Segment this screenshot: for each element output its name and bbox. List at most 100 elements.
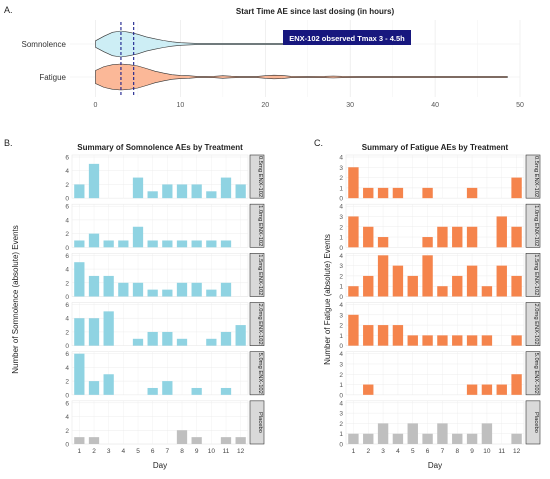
bar	[496, 265, 507, 297]
bar	[235, 184, 246, 199]
facet-strip	[249, 351, 265, 396]
bar	[481, 384, 493, 395]
bar	[132, 338, 144, 346]
annotation-text: ENX-102 observed Tmax 3 - 4.5h	[289, 34, 405, 43]
bar	[220, 240, 232, 248]
bar	[392, 325, 404, 346]
y-tick-label: 4	[339, 204, 343, 211]
bar	[191, 184, 202, 199]
x-tick-label: 6	[151, 448, 155, 455]
bar	[511, 177, 522, 199]
facet-strip	[525, 154, 541, 199]
bar	[377, 423, 389, 444]
panel-label-c: C.	[314, 138, 323, 148]
y-tick-label: 1	[339, 284, 343, 291]
bar	[437, 423, 448, 444]
y-tick-label: 0	[339, 392, 343, 399]
y-tick-label: 3	[339, 312, 343, 319]
y-tick-label: 4	[65, 217, 69, 224]
facet-strip-label: 2.0mg ENX-102	[257, 303, 263, 344]
facet-strip-label: 5.0mg ENX-102	[257, 353, 263, 394]
y-tick-label: 6	[65, 155, 69, 162]
y-axis-label: Number of Fatigue (absolute) Events	[323, 234, 332, 365]
y-tick-label: Fatigue	[39, 73, 66, 82]
y-tick-label: 1	[339, 185, 343, 192]
bar	[74, 184, 85, 199]
x-axis-label: Day	[428, 461, 442, 470]
bar	[452, 335, 463, 346]
x-tick-label: 2	[366, 448, 370, 455]
facet-strip-label: 1.0mg ENX-102	[533, 205, 539, 246]
bar	[191, 437, 202, 444]
bar	[176, 338, 188, 346]
facet-strip	[525, 203, 541, 248]
bar	[176, 240, 188, 248]
facet-area	[345, 302, 525, 346]
facet-area	[345, 253, 525, 297]
y-tick-label: 4	[339, 253, 343, 260]
y-tick-label: 0	[65, 392, 69, 399]
y-tick-label: 0	[339, 294, 343, 301]
facet-area	[71, 400, 249, 445]
bar	[191, 240, 202, 248]
bar	[147, 331, 158, 346]
x-tick-label: 5	[136, 448, 140, 455]
bar	[466, 335, 478, 346]
bar	[363, 433, 374, 444]
bar	[88, 318, 100, 346]
bar	[220, 437, 232, 444]
y-tick-label: 3	[339, 361, 343, 368]
facet-strip-label: 1.5mg ENX-102	[257, 254, 263, 295]
y-tick-label: 3	[339, 165, 343, 172]
x-tick-label: 4	[396, 448, 400, 455]
facet-strip-label: 1.0mg ENX-102	[257, 205, 263, 246]
bar	[363, 226, 374, 248]
bar	[452, 275, 463, 297]
facet-area	[345, 203, 525, 248]
x-tick-label: 6	[426, 448, 430, 455]
bar	[74, 262, 85, 297]
bar	[377, 237, 389, 248]
y-tick-label: 4	[65, 168, 69, 175]
y-tick-label: 2	[65, 329, 69, 336]
y-tick-label: 4	[65, 316, 69, 323]
facet-area	[71, 154, 249, 199]
bar	[481, 423, 493, 444]
y-tick-label: 4	[339, 155, 343, 162]
bar	[348, 167, 359, 199]
facet-area	[71, 302, 249, 346]
bar	[422, 433, 433, 444]
bar	[103, 240, 114, 248]
bar	[118, 282, 129, 297]
x-tick-label: 20	[261, 102, 269, 109]
bar	[162, 240, 173, 248]
bar	[74, 437, 85, 444]
bar	[162, 289, 173, 297]
x-tick-label: 5	[411, 448, 415, 455]
x-tick-label: 10	[208, 448, 216, 455]
bar	[452, 433, 463, 444]
y-tick-label: 4	[65, 365, 69, 372]
y-tick-label: 2	[65, 182, 69, 189]
bar	[437, 286, 448, 297]
x-tick-label: 0	[94, 102, 98, 109]
bar	[88, 381, 100, 395]
bar	[220, 331, 232, 346]
bar	[363, 325, 374, 346]
bar	[452, 226, 463, 248]
bar	[206, 289, 217, 297]
bar	[162, 331, 173, 346]
bar	[132, 177, 144, 199]
y-tick-label: 6	[65, 400, 69, 407]
y-tick-label: 4	[65, 414, 69, 421]
y-tick-label: 1	[339, 431, 343, 438]
bar	[348, 216, 359, 248]
bar	[88, 437, 100, 444]
bar	[437, 335, 448, 346]
y-tick-label: 6	[65, 302, 69, 309]
bar	[103, 311, 114, 346]
x-tick-label: 50	[516, 102, 524, 109]
facet-strip-label: 5.0mg ENX-102	[533, 353, 539, 394]
x-tick-label: 3	[381, 448, 385, 455]
